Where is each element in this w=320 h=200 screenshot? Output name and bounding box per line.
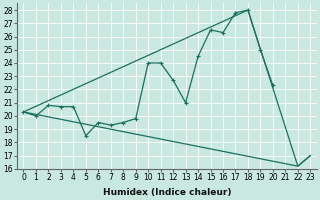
X-axis label: Humidex (Indice chaleur): Humidex (Indice chaleur) <box>103 188 231 197</box>
